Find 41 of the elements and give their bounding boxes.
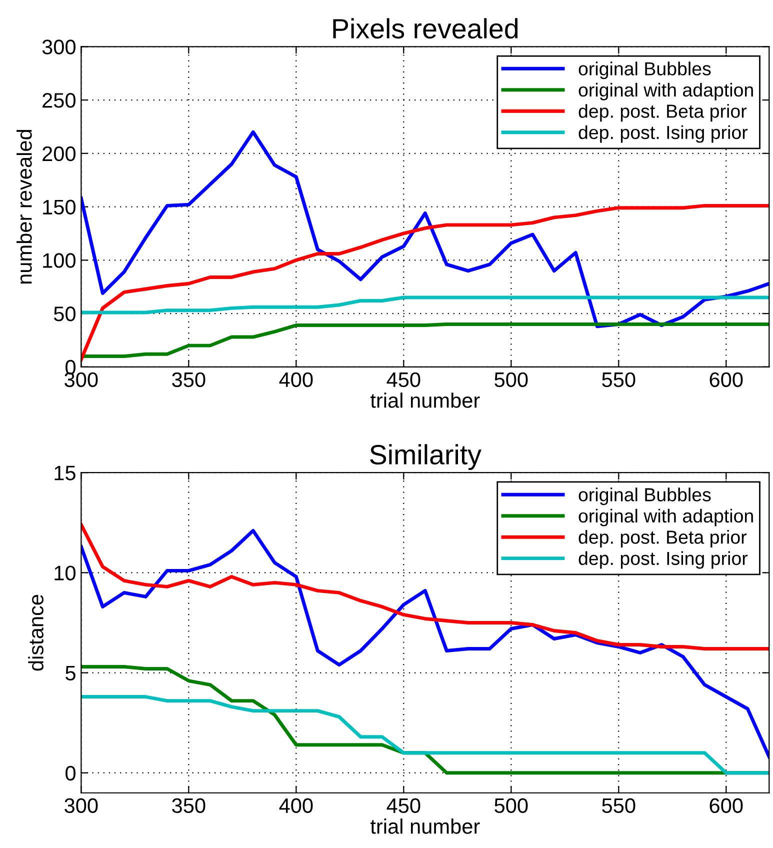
chart-title: Similarity [370,444,482,470]
y-tick-label: 50 [54,306,76,322]
y-tick-label: 10 [54,566,76,580]
y-tick-label: 250 [42,93,76,108]
x-tick-label: 450 [386,798,420,814]
y-tick-label: 150 [43,200,76,215]
y-tick-label: 300 [42,40,76,54]
x-tick-label: 500 [494,372,528,388]
legend-label: dep. post. Beta prior [578,104,747,122]
x-tick-label: 500 [494,798,528,814]
y-axis-title: distance [28,594,44,671]
x-tick-label: 350 [172,372,206,388]
line-series [81,528,770,759]
line-series [81,322,770,358]
x-tick-label: 450 [386,372,420,388]
legend-label: dep. post. Beta prior [578,530,747,548]
line-series [81,204,770,362]
y-tick-label: 5 [66,666,76,681]
x-tick-label: 550 [602,798,636,814]
x-tick-label: 550 [602,372,636,388]
x-axis-title: trial number [370,818,480,834]
legend-label: original Bubbles [578,488,711,506]
y-tick-label: 0 [66,766,76,781]
y-tick-label: 100 [43,253,76,268]
line-series [81,296,770,314]
x-tick-label: 600 [710,372,743,388]
legend-label: dep. post. Ising prior [578,125,748,143]
y-tick-label: 15 [54,466,76,480]
x-tick-label: 400 [279,798,313,814]
x-tick-label: 400 [279,372,313,388]
line-series [81,695,770,775]
chart-title: Pixels revealed [333,18,518,39]
x-tick-label: 600 [710,798,743,814]
x-axis-title: trial number [370,392,480,408]
legend-label: original Bubbles [578,62,711,80]
legend-label: original with adaption [578,82,753,100]
legend-label: dep. post. Ising prior [578,551,748,569]
legend-label: original with adaption [578,508,753,526]
x-tick-label: 350 [172,798,206,814]
y-tick-label: 200 [42,146,76,162]
y-axis-title: number revealed [16,130,32,284]
